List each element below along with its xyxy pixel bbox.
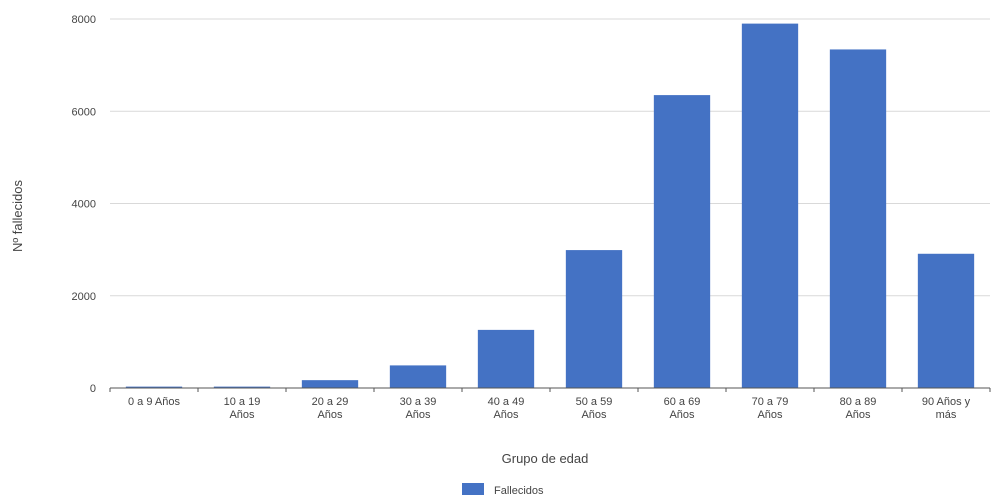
bar bbox=[301, 380, 359, 388]
x-tick-label: Años bbox=[581, 409, 607, 421]
x-tick-label: 10 a 19 bbox=[224, 396, 261, 408]
x-tick-label: 90 Años y bbox=[922, 396, 971, 408]
bar bbox=[917, 253, 975, 388]
bar bbox=[389, 365, 447, 388]
y-tick-label: 6000 bbox=[72, 106, 96, 118]
x-tick-label: Años bbox=[405, 409, 431, 421]
bar bbox=[213, 386, 271, 388]
bar bbox=[565, 250, 623, 388]
x-axis-title: Grupo de edad bbox=[502, 451, 589, 466]
y-tick-label: 8000 bbox=[72, 14, 96, 26]
y-axis-ticks: 0 2000 4000 6000 8000 bbox=[72, 14, 96, 395]
x-tick-label: Años bbox=[229, 409, 255, 421]
legend-label: Fallecidos bbox=[494, 485, 544, 497]
bar bbox=[741, 23, 799, 389]
y-tick-label: 0 bbox=[90, 383, 96, 395]
x-axis-tick-marks bbox=[109, 388, 991, 392]
x-tick-label: Años bbox=[669, 409, 695, 421]
x-tick-label: Años bbox=[757, 409, 783, 421]
x-tick-label: 0 a 9 Años bbox=[128, 396, 180, 408]
legend: Fallecidos bbox=[462, 483, 544, 497]
x-tick-label: Años bbox=[845, 409, 871, 421]
x-tick-label: Años bbox=[493, 409, 519, 421]
bars bbox=[125, 23, 975, 389]
x-tick-label: 20 a 29 bbox=[312, 396, 349, 408]
y-tick-label: 2000 bbox=[72, 291, 96, 303]
x-tick-label: 50 a 59 bbox=[576, 396, 613, 408]
legend-swatch bbox=[462, 483, 484, 495]
bar bbox=[829, 49, 887, 388]
bar bbox=[125, 386, 183, 388]
bar bbox=[477, 329, 535, 388]
x-tick-label: más bbox=[936, 409, 957, 421]
x-tick-label: 30 a 39 bbox=[400, 396, 437, 408]
x-tick-label: 70 a 79 bbox=[752, 396, 789, 408]
x-tick-label: Años bbox=[317, 409, 343, 421]
x-tick-label: 40 a 49 bbox=[488, 396, 525, 408]
bar bbox=[653, 95, 711, 388]
x-tick-label: 60 a 69 bbox=[664, 396, 701, 408]
y-axis-title: Nº fallecidos bbox=[10, 180, 25, 252]
x-tick-label: 80 a 89 bbox=[840, 396, 877, 408]
y-tick-label: 4000 bbox=[72, 199, 96, 211]
